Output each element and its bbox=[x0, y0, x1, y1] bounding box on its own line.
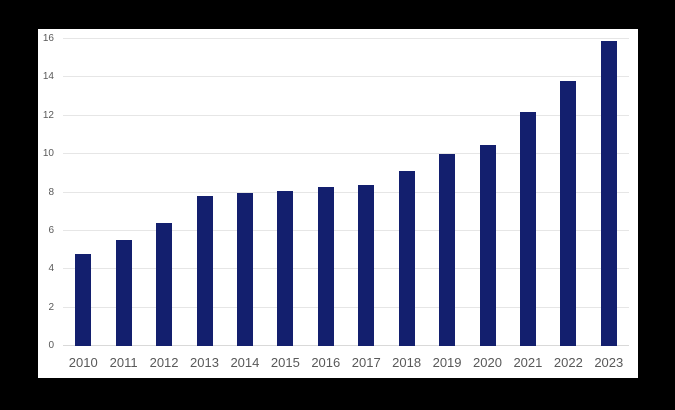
y-gridline bbox=[63, 229, 629, 231]
x-tick-label: 2019 bbox=[432, 355, 462, 370]
x-tick-label: 2013 bbox=[190, 355, 219, 370]
x-tick-label: 2020 bbox=[473, 355, 502, 370]
y-tick-label: 2 bbox=[48, 301, 54, 313]
x-tick-label: 2015 bbox=[270, 355, 300, 370]
x-tick-label: 2023 bbox=[594, 355, 624, 370]
y-tick-label: 8 bbox=[48, 186, 54, 198]
x-tick-label: 2014 bbox=[230, 355, 260, 370]
x-tick-label: 2010 bbox=[68, 355, 98, 370]
bar-2015 bbox=[277, 190, 294, 346]
x-tick-label: 2016 bbox=[311, 355, 341, 370]
y-tick-label: 14 bbox=[42, 71, 54, 83]
y-gridline bbox=[63, 306, 629, 308]
bar-2017 bbox=[358, 184, 375, 346]
bar-2013 bbox=[196, 196, 213, 346]
bar-2018 bbox=[398, 171, 415, 346]
y-gridline bbox=[63, 191, 629, 193]
bar-2019 bbox=[439, 154, 456, 346]
y-tick-label: 12 bbox=[42, 109, 54, 121]
x-tick-label: 2021 bbox=[513, 355, 543, 370]
bar-2021 bbox=[519, 111, 536, 346]
x-tick-label: 2012 bbox=[149, 355, 179, 370]
y-tick-label: 0 bbox=[48, 340, 54, 351]
x-tick-label: 2017 bbox=[351, 355, 381, 370]
bar-chart-surface: 0 2 4 6 8 10 12 14 16 2010 2011 2012 2013 2014 2015 201… bbox=[38, 29, 638, 378]
bar-2011 bbox=[115, 240, 132, 346]
y-gridline bbox=[63, 153, 629, 155]
bar-2016 bbox=[317, 186, 334, 346]
bar-2023 bbox=[600, 40, 617, 346]
y-gridline bbox=[63, 38, 629, 39]
y-tick-label: 10 bbox=[42, 148, 54, 160]
bar-2014 bbox=[236, 192, 253, 346]
y-gridline bbox=[63, 114, 629, 116]
x-tick-label: 2018 bbox=[392, 355, 422, 370]
x-tick-label: 2011 bbox=[109, 355, 138, 370]
x-axis-baseline bbox=[63, 345, 629, 346]
y-tick-label: 6 bbox=[48, 224, 54, 236]
y-gridline bbox=[63, 268, 629, 270]
bar-2012 bbox=[156, 223, 173, 346]
bar-2010 bbox=[75, 253, 92, 346]
bar-2020 bbox=[479, 144, 496, 346]
y-gridline bbox=[63, 76, 629, 78]
plot-area bbox=[63, 38, 629, 346]
y-tick-label: 4 bbox=[48, 263, 54, 275]
x-tick-label: 2022 bbox=[553, 355, 583, 370]
y-tick-label: 16 bbox=[42, 33, 54, 44]
bar-2022 bbox=[560, 81, 577, 346]
